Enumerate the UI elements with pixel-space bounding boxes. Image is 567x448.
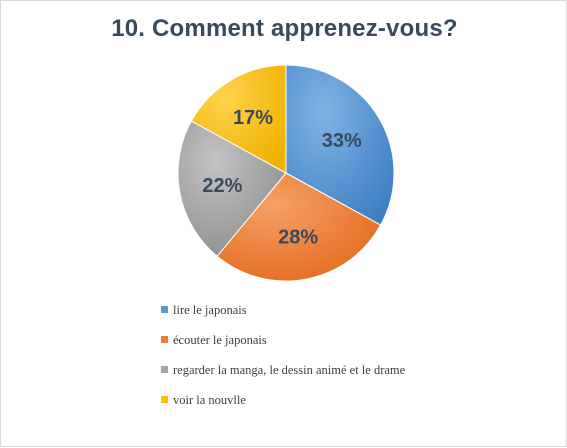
legend-swatch-regarder: [161, 366, 168, 373]
legend-label-regarder: regarder la manga, le dessin animé et le…: [173, 363, 406, 377]
legend-label-voir: voir la nouvlle: [173, 393, 246, 407]
pie-slice-voir: [190, 64, 287, 174]
legend-label-lire: lire le japonais: [173, 303, 247, 317]
chart-title: 10. Comment apprenez-vous?: [111, 15, 458, 42]
legend-swatch-ecouter: [161, 336, 168, 343]
legend-item-voir: voir la nouvlle: [161, 391, 405, 421]
pie-slice-regarder: [177, 120, 287, 257]
legend-label-ecouter: écouter le japonais: [173, 333, 267, 347]
slice-label-ecouter: 28%: [278, 227, 318, 249]
pie-slice-lire: [285, 64, 395, 226]
legend-item-ecouter: écouter le japonais: [161, 331, 405, 361]
legend-swatch-voir: [161, 396, 168, 403]
legend-swatch-lire: [161, 306, 168, 313]
legend: lire le japonais écouter le japonais reg…: [161, 301, 405, 421]
slice-label-lire: 33%: [322, 130, 362, 152]
legend-item-regarder: regarder la manga, le dessin animé et le…: [161, 361, 405, 391]
slice-label-regarder: 22%: [202, 175, 242, 197]
legend-item-lire: lire le japonais: [161, 301, 405, 331]
slice-label-voir: 17%: [233, 107, 273, 129]
pie-slice-ecouter: [216, 172, 382, 282]
